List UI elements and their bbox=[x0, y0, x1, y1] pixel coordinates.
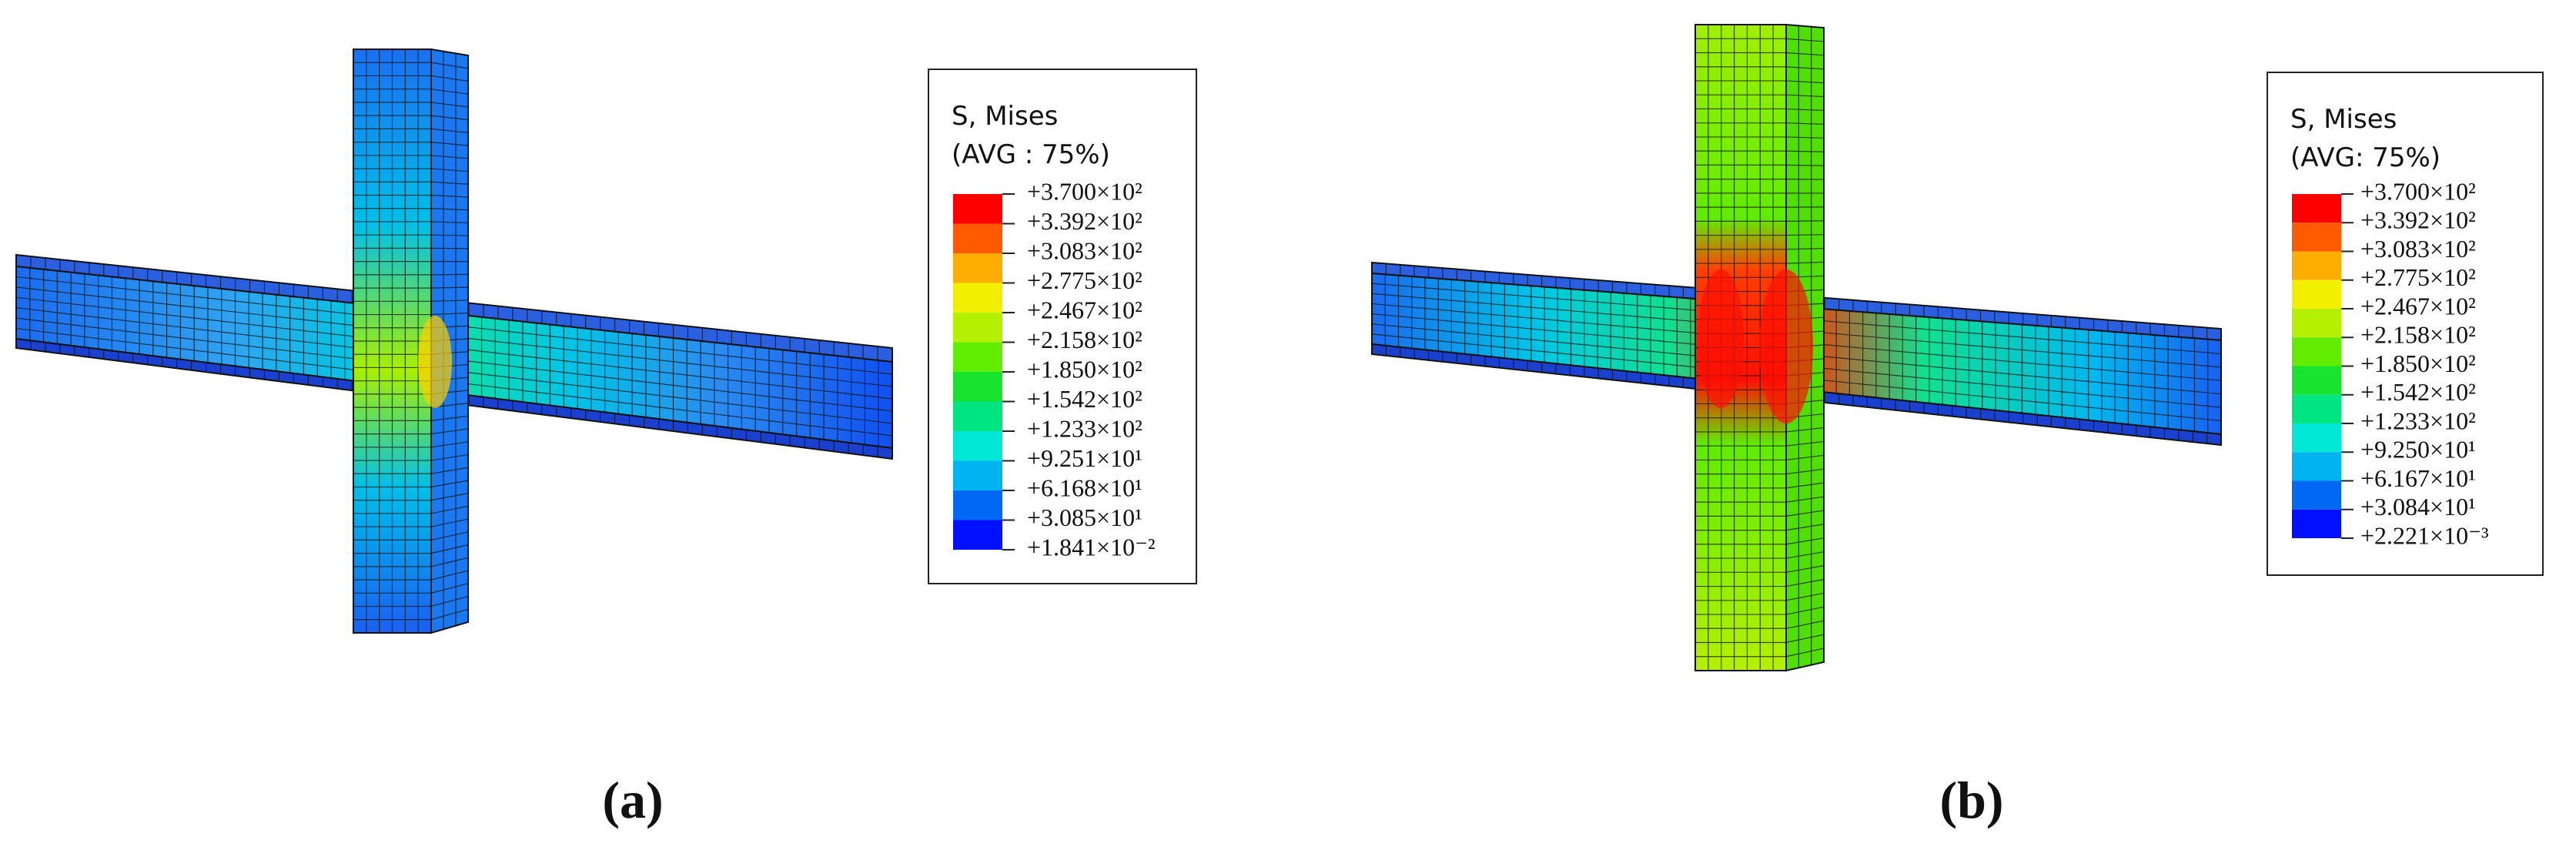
legend-label: +3.083×10² bbox=[1027, 236, 1142, 264]
legend-label: +3.085×10¹ bbox=[1027, 504, 1142, 531]
legend-label: +1.841×10⁻² bbox=[1027, 533, 1156, 561]
legend-label: +1.542×10² bbox=[2360, 378, 2476, 406]
color-band bbox=[2292, 366, 2341, 395]
legend-label: +2.221×10⁻³ bbox=[2360, 521, 2489, 549]
legend-label: +2.467×10² bbox=[2360, 292, 2476, 320]
legend-label: +3.084×10¹ bbox=[2360, 493, 2476, 520]
legend-title: S, Mises bbox=[952, 101, 1058, 132]
stress-hotspot bbox=[1698, 269, 1744, 408]
legend-label: +1.542×10² bbox=[1027, 385, 1142, 413]
legend-label: +3.392×10² bbox=[2360, 206, 2476, 234]
color-band bbox=[2292, 337, 2341, 366]
color-band bbox=[2292, 480, 2341, 510]
color-band bbox=[953, 401, 1002, 431]
legend-label: +2.158×10² bbox=[2360, 321, 2476, 349]
legend-subtitle: (AVG : 75%) bbox=[952, 139, 1110, 170]
color-band bbox=[953, 520, 1002, 550]
color-band bbox=[953, 194, 1002, 224]
legend-title: S, Mises bbox=[2290, 104, 2397, 135]
mesh-lines bbox=[353, 49, 431, 633]
legend-label: +1.850×10² bbox=[2360, 350, 2476, 377]
color-band bbox=[2292, 223, 2341, 252]
color-band bbox=[2292, 394, 2341, 423]
legend-label: +9.251×10¹ bbox=[1027, 444, 1142, 472]
color-band bbox=[2292, 251, 2341, 280]
legend-label: +6.167×10¹ bbox=[2360, 464, 2476, 492]
color-band bbox=[2292, 423, 2341, 453]
color-band bbox=[2292, 452, 2341, 481]
legend-label: +3.700×10² bbox=[1027, 177, 1142, 205]
stress-hotspot bbox=[418, 316, 452, 408]
color-band bbox=[2292, 309, 2341, 338]
legend-label: +3.083×10² bbox=[2360, 235, 2476, 263]
color-band bbox=[953, 283, 1002, 313]
color-band bbox=[953, 313, 1002, 343]
color-band bbox=[953, 490, 1002, 520]
color-band bbox=[953, 431, 1002, 461]
color-band bbox=[953, 223, 1002, 253]
legend: S, Mises(AVG: 75%)+3.700×10²+3.392×10²+3… bbox=[2267, 72, 2544, 576]
legend-label: +2.158×10² bbox=[1027, 326, 1142, 353]
color-band bbox=[2292, 194, 2341, 223]
caption: (b) bbox=[1939, 771, 2003, 829]
legend-label: +1.850×10² bbox=[1027, 355, 1142, 383]
caption: (a) bbox=[602, 771, 663, 829]
fea-model bbox=[15, 23, 2222, 672]
legend-label: +3.700×10² bbox=[2360, 177, 2476, 205]
color-band bbox=[2292, 279, 2341, 309]
legend-label: +2.775×10² bbox=[1027, 266, 1142, 294]
legend-label: +1.233×10² bbox=[1027, 414, 1142, 442]
legend-label: +9.250×10¹ bbox=[2360, 436, 2476, 463]
legend-label: +2.467×10² bbox=[1027, 296, 1142, 323]
legend-subtitle: (AVG: 75%) bbox=[2290, 142, 2441, 173]
color-band bbox=[2292, 509, 2341, 538]
color-band bbox=[953, 372, 1002, 402]
color-band bbox=[953, 342, 1002, 372]
color-band bbox=[953, 253, 1002, 283]
legend-label: +1.233×10² bbox=[2360, 407, 2476, 434]
stress-hotspot bbox=[1759, 269, 1813, 423]
legend: S, Mises(AVG : 75%)+3.700×10²+3.392×10²+… bbox=[928, 69, 1197, 584]
legend-label: +3.392×10² bbox=[1027, 207, 1142, 235]
color-band bbox=[953, 460, 1002, 490]
legend-label: +6.168×10¹ bbox=[1027, 474, 1142, 501]
legend-label: +2.775×10² bbox=[2360, 263, 2476, 291]
